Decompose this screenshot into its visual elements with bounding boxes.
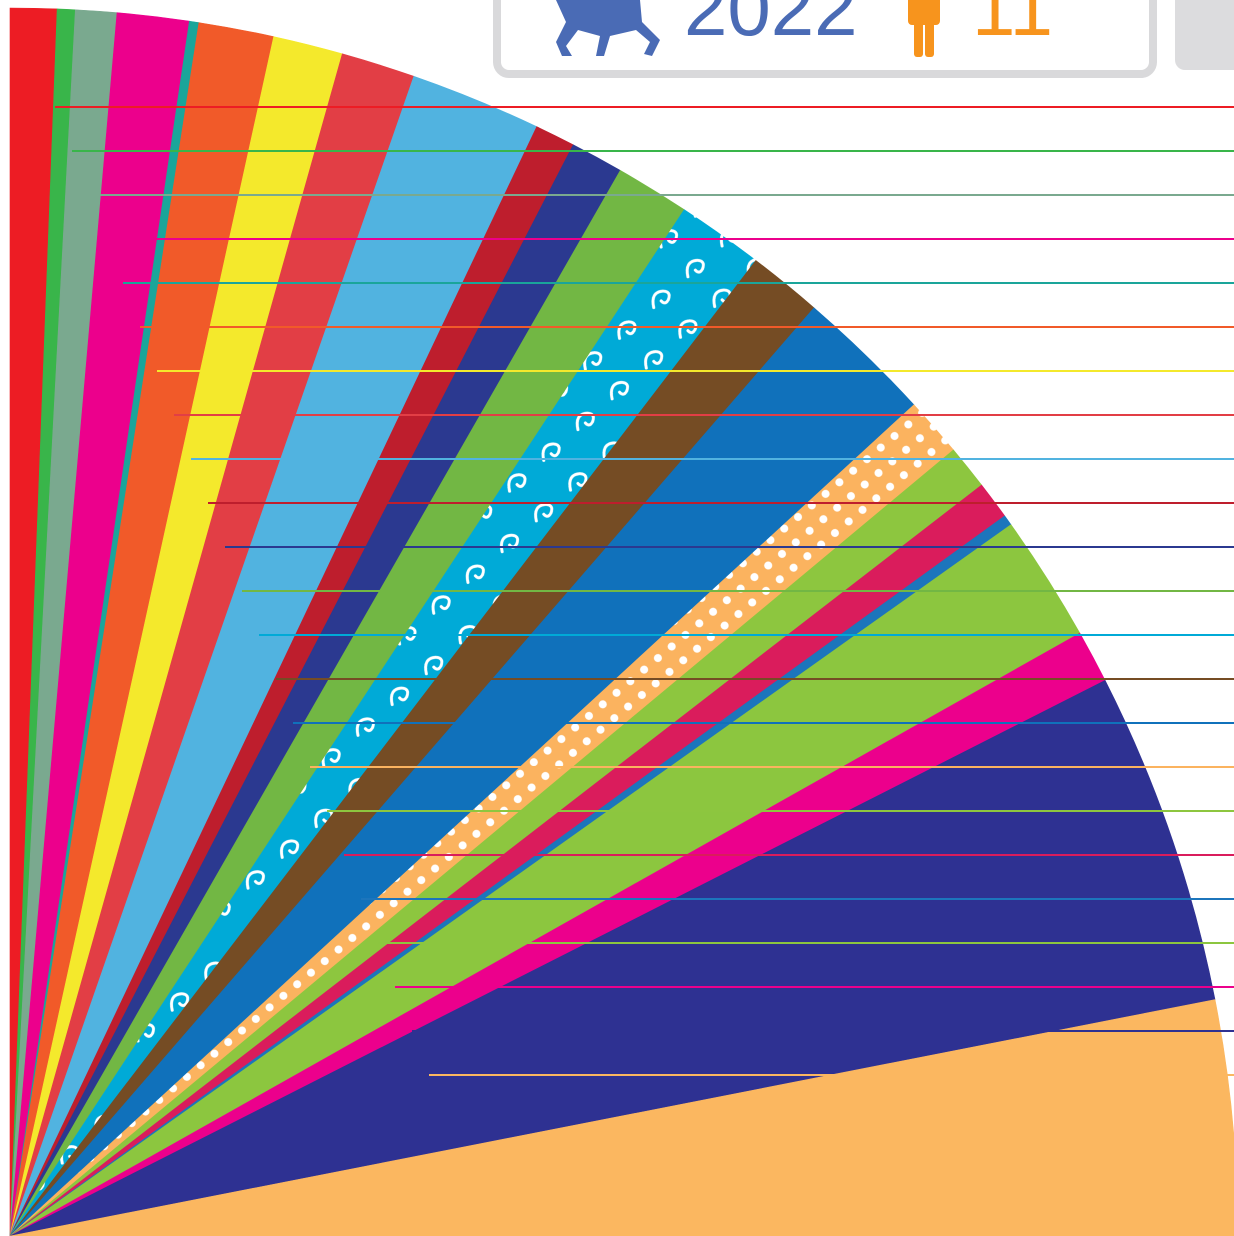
badge-frame	[493, 0, 1157, 78]
person-icon	[908, 0, 940, 57]
wedge	[9, 680, 1216, 1236]
badge-count: 11	[972, 0, 1053, 52]
side-panel	[1175, 0, 1234, 70]
badge: 2022 11	[493, 0, 1157, 78]
wedge	[9, 999, 1234, 1236]
badge-year: 2022	[684, 0, 858, 52]
wedges	[9, 7, 1234, 1236]
leader-lines	[55, 106, 1234, 1076]
horse-icon	[556, 0, 660, 56]
